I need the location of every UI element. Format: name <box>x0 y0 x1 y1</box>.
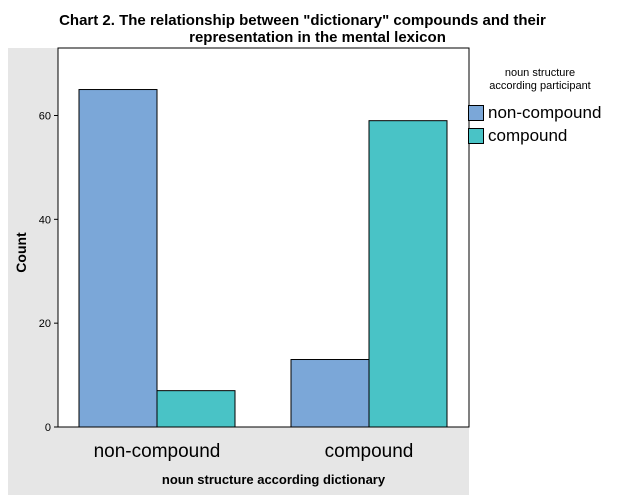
y-tick-label-20: 20 <box>39 318 51 330</box>
bar-non-compound-non-compound <box>78 89 158 428</box>
y-tick-label-60: 60 <box>39 110 51 122</box>
x-tick-label-non-compound: non-compound <box>94 441 221 462</box>
legend-label-non-compound: non-compound <box>488 103 602 122</box>
y-axis-label: Count <box>13 232 29 273</box>
bar-non-compound-compound <box>156 390 236 428</box>
x-axis-label: noun structure according dictionary <box>162 472 386 487</box>
y-tick-label-40: 40 <box>39 214 51 226</box>
legend-item-non-compound: non-compound <box>468 103 602 122</box>
legend-title-line-1: noun structure <box>504 67 576 79</box>
bar-compound-compound <box>368 120 448 428</box>
chart-title-line-1: Chart 2. The relationship between "dicti… <box>59 12 546 29</box>
y-tick-label-0: 0 <box>45 422 51 434</box>
bar-compound-non-compound <box>290 359 370 428</box>
legend-label-compound: compound <box>488 126 568 145</box>
legend-swatch-compound <box>468 128 484 144</box>
chart-title-line-2: representation in the mental lexicon <box>189 29 446 46</box>
x-tick-label-compound: compound <box>325 441 414 462</box>
legend-title-line-2: according participant <box>489 80 591 92</box>
legend-swatch-non-compound <box>468 105 484 121</box>
legend-item-compound: compound <box>468 126 568 145</box>
